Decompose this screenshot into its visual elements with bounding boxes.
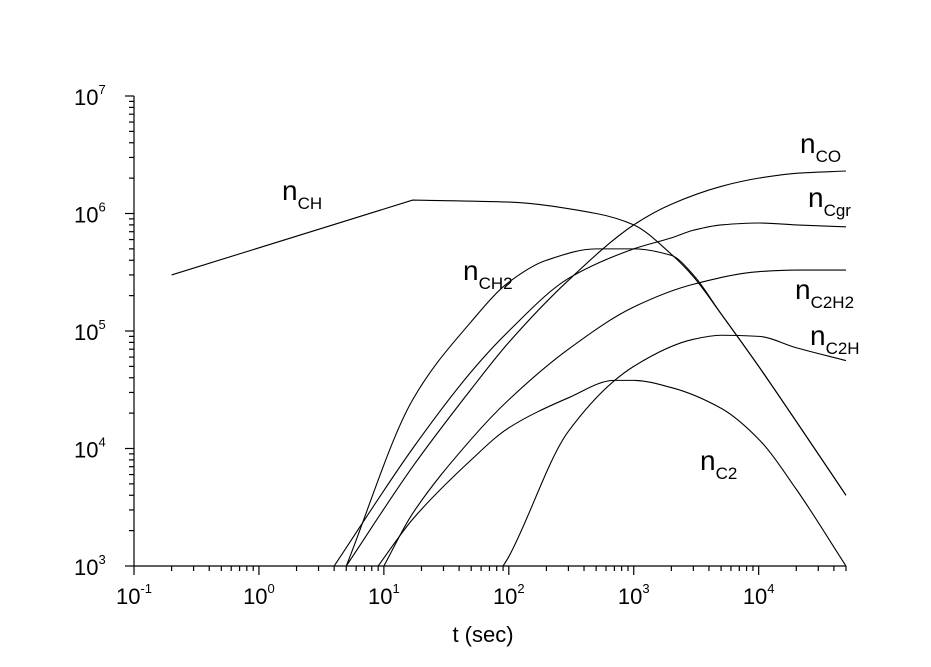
curve-label-main: n bbox=[808, 182, 824, 213]
curve-label-main: n bbox=[810, 320, 826, 351]
x-tick-base: 10 bbox=[618, 584, 642, 609]
curve-label-n-cgr: nCgr bbox=[808, 182, 851, 220]
y-tick-exponent: 6 bbox=[98, 200, 105, 215]
curve-label-sub: C2 bbox=[716, 464, 738, 483]
y-tick-exponent: 3 bbox=[98, 552, 105, 567]
curve-label-sub: Cgr bbox=[824, 201, 852, 220]
curve-label-n-co: nCO bbox=[800, 128, 841, 166]
x-tick-label: 102 bbox=[493, 581, 525, 609]
curve-label-main: n bbox=[700, 445, 716, 476]
y-tick-label: 107 bbox=[74, 82, 106, 110]
x-axis-title: t (sec) bbox=[452, 622, 513, 647]
y-tick-base: 10 bbox=[74, 320, 98, 345]
curve-label-n-ch2: nCH2 bbox=[463, 255, 513, 293]
curve-label-main: n bbox=[795, 274, 811, 305]
curve-label-sub: CH bbox=[298, 194, 323, 213]
x-tick-exponent: -1 bbox=[140, 581, 152, 596]
curve-label-n-c2h2: nC2H2 bbox=[795, 274, 854, 312]
x-tick-base: 10 bbox=[243, 584, 267, 609]
series-layer bbox=[171, 170, 847, 567]
x-tick-exponent: 2 bbox=[517, 581, 524, 596]
series-line-n-c2h bbox=[502, 334, 847, 567]
y-tick-label: 106 bbox=[74, 200, 106, 228]
y-tick-base: 10 bbox=[74, 555, 98, 580]
x-tick-exponent: 1 bbox=[392, 581, 399, 596]
curve-label-main: n bbox=[282, 175, 298, 206]
series-line-n-cgr bbox=[333, 222, 847, 567]
x-tick-exponent: 3 bbox=[642, 581, 649, 596]
curve-label-n-c2: nC2 bbox=[700, 445, 737, 483]
x-tick-exponent: 4 bbox=[767, 581, 774, 596]
y-tick-label: 105 bbox=[74, 317, 106, 345]
y-tick-exponent: 7 bbox=[98, 82, 105, 97]
curve-label-n-ch: nCH bbox=[282, 175, 322, 213]
y-tick-label: 103 bbox=[74, 552, 106, 580]
curve-label-n-c2h: nC2H bbox=[810, 320, 860, 358]
y-tick-base: 10 bbox=[74, 438, 98, 463]
series-line-n-c2 bbox=[377, 379, 847, 567]
y-tick-exponent: 4 bbox=[98, 435, 105, 450]
curve-label-sub: CH2 bbox=[479, 274, 513, 293]
x-tick-base: 10 bbox=[743, 584, 767, 609]
curve-label-sub: CO bbox=[816, 147, 842, 166]
x-tick-label: 103 bbox=[618, 581, 650, 609]
x-tick-exponent: 0 bbox=[268, 581, 275, 596]
curve-label-main: n bbox=[800, 128, 816, 159]
series-line-n-ch2 bbox=[345, 248, 847, 567]
x-tick-base: 10 bbox=[368, 584, 392, 609]
y-tick-exponent: 5 bbox=[98, 317, 105, 332]
y-tick-base: 10 bbox=[74, 85, 98, 110]
x-tick-label: 104 bbox=[743, 581, 775, 609]
y-tick-label: 104 bbox=[74, 435, 106, 463]
x-tick-label: 101 bbox=[368, 581, 400, 609]
curve-label-main: n bbox=[463, 255, 479, 286]
x-tick-label: 10-1 bbox=[116, 581, 152, 609]
curve-label-sub: C2H2 bbox=[811, 293, 854, 312]
x-tick-base: 10 bbox=[116, 584, 140, 609]
series-line-n-co bbox=[345, 170, 847, 567]
x-tick-base: 10 bbox=[493, 584, 517, 609]
series-line-n-c2h2 bbox=[383, 269, 846, 567]
x-tick-label: 100 bbox=[243, 581, 275, 609]
curve-label-sub: C2H bbox=[826, 339, 860, 358]
y-tick-base: 10 bbox=[74, 203, 98, 228]
